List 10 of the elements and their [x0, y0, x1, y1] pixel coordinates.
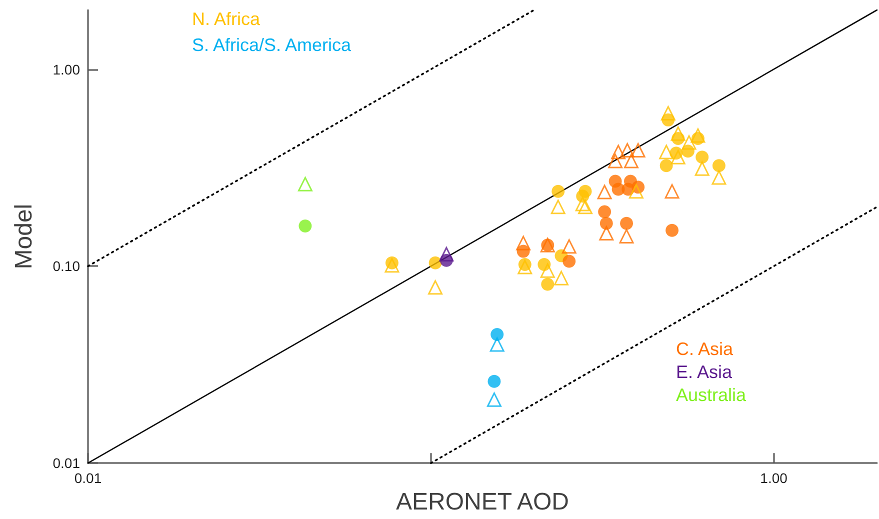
text: C. Asia — [676, 339, 734, 359]
text: Australia — [676, 385, 748, 405]
text: S. Africa/S. America — [192, 35, 352, 55]
x-axis-title: AERONET AOD — [396, 488, 569, 516]
y-tick-label: 0.10 — [52, 258, 80, 274]
y-tick-label: 0.01 — [52, 455, 80, 472]
y-axis-title: Model — [10, 204, 38, 270]
text: N. Africa — [192, 9, 262, 29]
text: E. Asia — [676, 362, 734, 382]
y-tick-label: 1.00 — [52, 61, 80, 78]
